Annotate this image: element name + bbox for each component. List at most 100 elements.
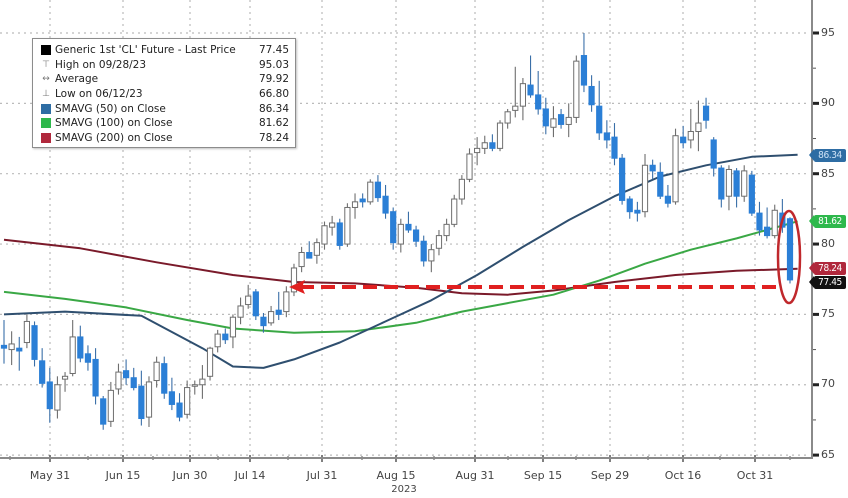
candle-body: [771, 209, 778, 237]
candle-body: [374, 181, 382, 199]
candle-body: [321, 225, 328, 245]
up-candle: [329, 215, 336, 236]
candle-body: [748, 174, 755, 214]
low-marker-icon: ⊥: [42, 89, 50, 100]
candle-body: [145, 381, 153, 418]
candle-body: [634, 209, 641, 214]
up-candle: [54, 376, 61, 419]
y-tick-label: 90: [821, 96, 835, 109]
candle-body: [474, 147, 481, 154]
up-candle: [771, 204, 778, 239]
candle-body: [397, 223, 404, 245]
up-candle: [512, 66, 519, 118]
down-candle: [77, 325, 84, 363]
candle-body: [351, 201, 359, 208]
down-candle: [718, 165, 725, 208]
down-candle: [619, 154, 626, 205]
down-candle: [39, 348, 46, 388]
candle-body: [237, 305, 244, 318]
up-candle: [245, 284, 252, 309]
down-candle: [786, 217, 794, 284]
down-candle: [405, 211, 412, 233]
down-candle: [336, 218, 343, 250]
down-candle: [382, 184, 389, 219]
down-candle: [0, 320, 8, 364]
candle-body: [588, 85, 595, 106]
candle-body: [611, 136, 618, 159]
y-tick-mark: [812, 453, 819, 457]
candle-body: [741, 170, 748, 197]
candle-body: [283, 291, 290, 313]
candle-body: [481, 142, 488, 149]
y-tick-mark: [812, 383, 819, 387]
up-candle: [298, 246, 305, 273]
up-candle: [214, 329, 221, 353]
y-tick-mark: [812, 172, 819, 176]
candle-body: [725, 168, 733, 197]
candle-body: [245, 295, 252, 306]
up-candle: [504, 108, 511, 129]
candle-body: [115, 371, 122, 390]
up-candle: [451, 194, 458, 228]
down-candle: [527, 55, 534, 98]
down-candle: [603, 120, 610, 149]
up-candle: [115, 363, 122, 395]
up-candle: [153, 356, 160, 388]
candle-body: [39, 360, 46, 384]
up-candle: [145, 376, 153, 427]
x-tick-label: Sep 15: [523, 469, 563, 482]
candle-body: [557, 114, 565, 125]
candle-body: [390, 211, 397, 244]
candle-body: [359, 198, 366, 203]
down-candle: [359, 193, 366, 208]
down-candle: [390, 207, 397, 250]
candle-body: [275, 309, 282, 315]
up-candle: [687, 108, 694, 149]
up-candle: [199, 365, 206, 399]
up-candle: [397, 218, 404, 253]
down-candle: [161, 356, 168, 399]
candle-body: [496, 122, 504, 149]
down-candle: [130, 367, 137, 391]
legend-label: SMAVG (50) on Close: [55, 102, 166, 115]
legend-row-last-price: Generic 1st 'CL' Future - Last Price 77.…: [41, 43, 289, 58]
down-candle: [588, 75, 595, 112]
candle-body: [8, 343, 15, 351]
down-candle: [420, 235, 427, 267]
legend-row-average: ↔ Average 79.92: [41, 72, 289, 87]
legend-value: 79.92: [258, 73, 289, 86]
legend-value: 81.62: [258, 117, 289, 130]
down-candle: [122, 359, 130, 385]
legend-label: Generic 1st 'CL' Future - Last Price: [55, 44, 236, 57]
candle-body: [54, 384, 61, 411]
down-candle: [664, 184, 672, 208]
candle-body: [458, 178, 465, 200]
up-candle: [481, 135, 488, 155]
candle-body: [664, 195, 672, 204]
legend-label: Low on 06/12/23: [55, 88, 143, 101]
candle-body: [573, 60, 580, 118]
legend-row-low: ⊥ Low on 06/12/23 66.80: [41, 87, 289, 102]
candle-body: [92, 358, 99, 397]
candle-body: [46, 381, 53, 410]
axes: [0, 0, 813, 459]
high-marker-icon: ⊤: [42, 59, 50, 70]
candle-body: [764, 226, 771, 237]
candle-body: [649, 164, 656, 172]
candle-body: [31, 325, 38, 360]
sma100-value-tag: 81.62: [809, 215, 846, 228]
down-candle: [626, 196, 633, 219]
legend-value: 86.34: [258, 102, 289, 115]
candle-body: [702, 105, 710, 121]
candle-body: [519, 83, 527, 107]
candle-body: [16, 347, 23, 352]
down-candle: [733, 168, 740, 208]
x-tick-label: Sep 29: [590, 469, 630, 482]
candle-body: [184, 387, 191, 415]
legend-label: High on 09/28/23: [55, 58, 147, 71]
up-candle: [641, 154, 649, 218]
down-candle: [374, 175, 382, 202]
sma200-value-tag: 78.24: [809, 262, 846, 275]
up-candle: [8, 331, 15, 366]
